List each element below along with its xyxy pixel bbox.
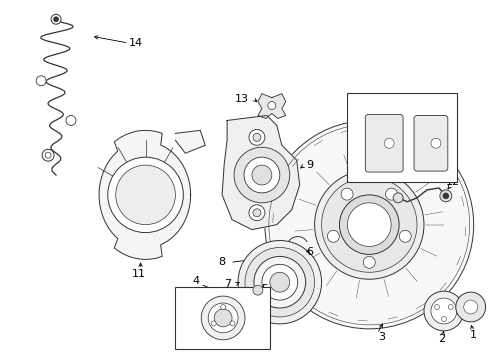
Circle shape xyxy=(423,291,463,331)
Circle shape xyxy=(430,298,456,324)
Circle shape xyxy=(363,256,374,268)
Circle shape xyxy=(341,188,352,200)
Circle shape xyxy=(45,152,51,158)
Circle shape xyxy=(321,177,416,272)
Circle shape xyxy=(398,230,410,242)
Circle shape xyxy=(244,157,279,193)
Text: 7: 7 xyxy=(224,279,231,289)
Circle shape xyxy=(252,285,263,295)
Circle shape xyxy=(116,165,175,225)
Circle shape xyxy=(327,230,339,242)
Circle shape xyxy=(201,296,244,340)
Text: 8: 8 xyxy=(218,257,225,267)
Circle shape xyxy=(251,165,271,185)
Circle shape xyxy=(234,147,289,203)
Circle shape xyxy=(253,256,305,308)
FancyBboxPatch shape xyxy=(365,114,402,172)
Circle shape xyxy=(455,292,485,322)
Circle shape xyxy=(385,188,397,200)
Circle shape xyxy=(36,76,46,86)
Circle shape xyxy=(214,309,232,327)
Circle shape xyxy=(252,209,261,217)
Circle shape xyxy=(269,272,289,292)
Circle shape xyxy=(252,133,261,141)
Circle shape xyxy=(384,138,393,148)
Text: 9: 9 xyxy=(305,160,312,170)
Text: 5: 5 xyxy=(261,284,268,294)
Circle shape xyxy=(51,14,61,24)
Circle shape xyxy=(434,305,439,310)
Circle shape xyxy=(439,190,451,202)
Circle shape xyxy=(248,205,264,221)
Text: 6: 6 xyxy=(305,247,312,257)
Polygon shape xyxy=(257,94,285,118)
FancyBboxPatch shape xyxy=(413,116,447,171)
Circle shape xyxy=(230,321,235,326)
Text: 11: 11 xyxy=(131,269,145,279)
Circle shape xyxy=(346,203,390,247)
Text: 2: 2 xyxy=(437,334,445,344)
Text: 3: 3 xyxy=(377,332,384,342)
Circle shape xyxy=(66,116,76,125)
Circle shape xyxy=(430,138,440,148)
Circle shape xyxy=(447,305,452,310)
Circle shape xyxy=(244,247,314,317)
Circle shape xyxy=(42,149,54,161)
Text: 12: 12 xyxy=(445,177,459,187)
Circle shape xyxy=(339,195,398,255)
Text: 4: 4 xyxy=(192,276,200,286)
Text: 1: 1 xyxy=(469,330,476,340)
Bar xyxy=(175,287,269,349)
Circle shape xyxy=(442,193,448,199)
Polygon shape xyxy=(99,130,190,260)
Polygon shape xyxy=(175,130,205,153)
Circle shape xyxy=(267,102,275,109)
Circle shape xyxy=(238,240,321,324)
Circle shape xyxy=(107,157,183,233)
Text: 13: 13 xyxy=(235,94,248,104)
Text: 10: 10 xyxy=(384,93,397,103)
Circle shape xyxy=(220,305,225,310)
Circle shape xyxy=(264,121,473,329)
Bar xyxy=(346,93,456,182)
Circle shape xyxy=(208,303,238,333)
Circle shape xyxy=(441,316,446,321)
Circle shape xyxy=(211,321,216,326)
Circle shape xyxy=(392,193,402,203)
Circle shape xyxy=(463,300,477,314)
Circle shape xyxy=(262,264,297,300)
Polygon shape xyxy=(222,116,299,230)
Circle shape xyxy=(54,17,59,22)
Circle shape xyxy=(314,170,423,279)
Text: 14: 14 xyxy=(128,38,142,48)
Circle shape xyxy=(248,129,264,145)
